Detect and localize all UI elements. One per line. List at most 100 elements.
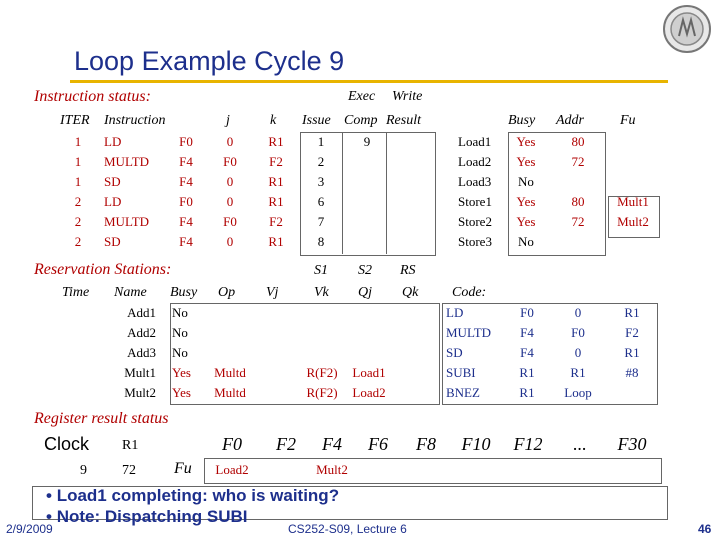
buffer-busy: No xyxy=(518,234,534,249)
store-fu-box xyxy=(608,196,660,238)
buffer-name: Store1 xyxy=(458,194,492,209)
rs-op: Multd xyxy=(214,365,246,380)
instr-j: 0 xyxy=(226,134,234,149)
rs-name: Add2 xyxy=(127,325,156,340)
buffer-addr: 72 xyxy=(571,214,585,229)
code-op: BNEZ xyxy=(446,385,480,400)
iter-header: ITER xyxy=(60,113,90,128)
op-header: Op xyxy=(218,285,236,300)
qk-header: Qk xyxy=(402,285,419,300)
result-header: Result xyxy=(386,113,421,128)
qj-header: Qj xyxy=(358,285,372,300)
register-fu-box xyxy=(204,458,662,484)
instr-issue: 7 xyxy=(317,214,325,229)
code-op: LD xyxy=(446,305,464,320)
code-op: SUBI xyxy=(446,365,476,380)
instr-j: 0 xyxy=(226,234,234,249)
vj-header: Vj xyxy=(266,285,279,300)
buffer-name: Load3 xyxy=(458,174,492,189)
rs-name: Mult2 xyxy=(124,385,156,400)
instr-iter: 1 xyxy=(74,154,82,169)
buffer-name: Store3 xyxy=(458,234,492,249)
buffer-busy: Yes xyxy=(516,194,536,209)
code-arg-b: 0 xyxy=(574,345,582,360)
instr-op: SD xyxy=(104,174,121,189)
instr-k: R1 xyxy=(268,234,284,249)
code-arg-c: F2 xyxy=(625,325,639,340)
register-fu-value: Load2 xyxy=(215,462,249,477)
buffer-addr: 80 xyxy=(571,194,585,209)
j-header: j xyxy=(226,113,230,128)
issue-header: Issue xyxy=(302,113,331,128)
register-F12: F12 xyxy=(513,434,543,454)
register-F30: F30 xyxy=(617,434,647,454)
code-op: SD xyxy=(446,345,463,360)
register-F4: F4 xyxy=(322,434,342,454)
code-arg-a: F0 xyxy=(520,305,534,320)
instr-iter: 2 xyxy=(74,214,82,229)
rs-header: RS xyxy=(400,263,416,278)
code-arg-b: R1 xyxy=(570,365,586,380)
rs-qj: Load2 xyxy=(352,385,386,400)
rs-vk: R(F2) xyxy=(306,365,338,380)
notes-box xyxy=(32,486,668,520)
reservation-stations-heading: Reservation Stations: xyxy=(34,261,172,278)
rs-busy: No xyxy=(172,305,188,320)
fu-label: Fu xyxy=(174,460,192,477)
rs-op: Multd xyxy=(214,385,246,400)
s2-header: S2 xyxy=(358,263,372,278)
buffer-name: Store2 xyxy=(458,214,492,229)
vk-header: Vk xyxy=(314,285,329,300)
instr-op: SD xyxy=(104,234,121,249)
instr-issue: 1 xyxy=(317,134,325,149)
buffer-busy: Yes xyxy=(516,214,536,229)
instr-issue: 3 xyxy=(317,174,325,189)
buffer-addr: 72 xyxy=(571,154,585,169)
page-number: 46 xyxy=(698,522,712,536)
exec-header: Exec xyxy=(348,89,376,104)
register-F2: F2 xyxy=(276,434,296,454)
page-title: Loop Example Cycle 9 xyxy=(74,46,345,76)
name-header: Name xyxy=(114,285,147,300)
r1-value: 72 xyxy=(122,463,136,478)
title-underline xyxy=(70,80,668,83)
code-arg-a: F4 xyxy=(520,325,534,340)
k-header: k xyxy=(270,113,277,128)
buffer-busy: Yes xyxy=(516,154,536,169)
instr-op: MULTD xyxy=(104,214,150,229)
instruction-header: Instruction xyxy=(104,113,166,128)
s1-header: S1 xyxy=(314,263,328,278)
instr-issue: 6 xyxy=(317,194,325,209)
rs-busy: Yes xyxy=(172,385,191,400)
comp-header: Comp xyxy=(344,113,378,128)
instr-k: F2 xyxy=(269,154,283,169)
instr-k: F2 xyxy=(269,214,283,229)
instr-k: R1 xyxy=(268,194,284,209)
rs-busy-header: Busy xyxy=(170,285,198,300)
code-arg-a: R1 xyxy=(519,385,535,400)
note-1-text: Load1 completing: who is waiting? xyxy=(56,486,340,505)
course-footer: CS252-S09, Lecture 6 xyxy=(288,522,407,536)
code-arg-b: Loop xyxy=(564,385,592,400)
code-arg-a: F4 xyxy=(520,345,534,360)
register-ellipsis: ... xyxy=(573,434,587,454)
buffer-busy: No xyxy=(518,174,534,189)
buffer-fu: Mult1 xyxy=(617,194,649,209)
instr-dest: F4 xyxy=(179,214,193,229)
write-header: Write xyxy=(392,89,423,104)
register-F10: F10 xyxy=(461,434,491,454)
instr-dest: F0 xyxy=(179,134,193,149)
comp-result-divider xyxy=(386,132,387,254)
fu-header: Fu xyxy=(620,113,636,128)
instr-op: LD xyxy=(104,194,122,209)
code-arg-b: 0 xyxy=(574,305,582,320)
instr-iter: 2 xyxy=(74,194,82,209)
rs-name: Add1 xyxy=(127,305,156,320)
rs-name: Mult1 xyxy=(124,365,156,380)
instr-k: R1 xyxy=(268,174,284,189)
slide-date: 2/9/2009 xyxy=(6,522,53,536)
code-arg-b: F0 xyxy=(571,325,585,340)
instr-op: LD xyxy=(104,134,122,149)
instr-dest: F4 xyxy=(179,234,193,249)
rs-qj: Load1 xyxy=(352,365,386,380)
